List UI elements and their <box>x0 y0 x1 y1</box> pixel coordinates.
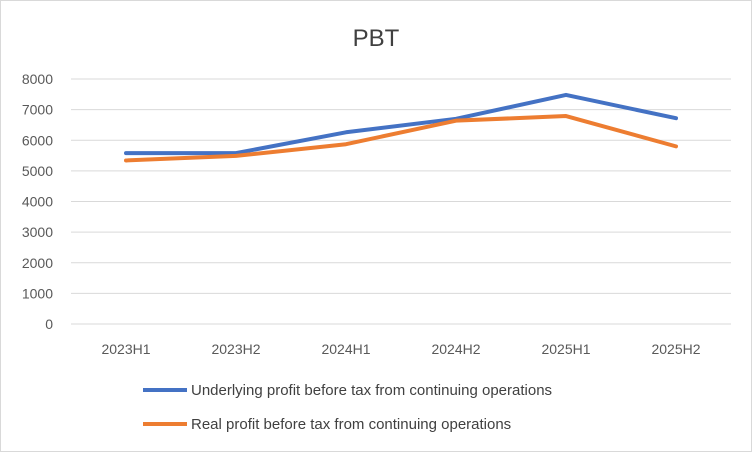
x-tick-label: 2025H1 <box>541 341 590 357</box>
y-tick-label: 2000 <box>22 255 53 271</box>
legend-label: Underlying profit before tax from contin… <box>191 382 552 399</box>
y-tick-label: 8000 <box>22 71 53 87</box>
x-tick-label: 2024H1 <box>321 341 370 357</box>
series-lines <box>124 92 678 163</box>
x-axis-tick-labels: 2023H1 2023H2 2024H1 2024H2 2025H1 2025H2 <box>101 341 700 357</box>
y-axis-tick-labels: 0 1000 2000 3000 4000 5000 6000 7000 8000 <box>22 71 53 332</box>
series-line-1 <box>124 92 678 156</box>
chart-title: PBT <box>353 25 400 52</box>
x-tick-label: 2024H2 <box>431 341 480 357</box>
y-tick-label: 5000 <box>22 163 53 179</box>
series-line-2 <box>124 114 678 163</box>
x-tick-label: 2025H2 <box>651 341 700 357</box>
x-tick-label: 2023H1 <box>101 341 150 357</box>
y-tick-label: 0 <box>45 316 53 332</box>
y-tick-label: 1000 <box>22 285 53 301</box>
y-tick-label: 4000 <box>22 194 53 210</box>
legend: Underlying profit before tax from contin… <box>143 382 552 433</box>
x-tick-label: 2023H2 <box>211 341 260 357</box>
legend-label: Real profit before tax from continuing o… <box>191 416 511 433</box>
y-tick-label: 6000 <box>22 132 53 148</box>
gridlines <box>71 78 731 325</box>
y-tick-label: 3000 <box>22 224 53 240</box>
y-tick-label: 7000 <box>22 102 53 118</box>
